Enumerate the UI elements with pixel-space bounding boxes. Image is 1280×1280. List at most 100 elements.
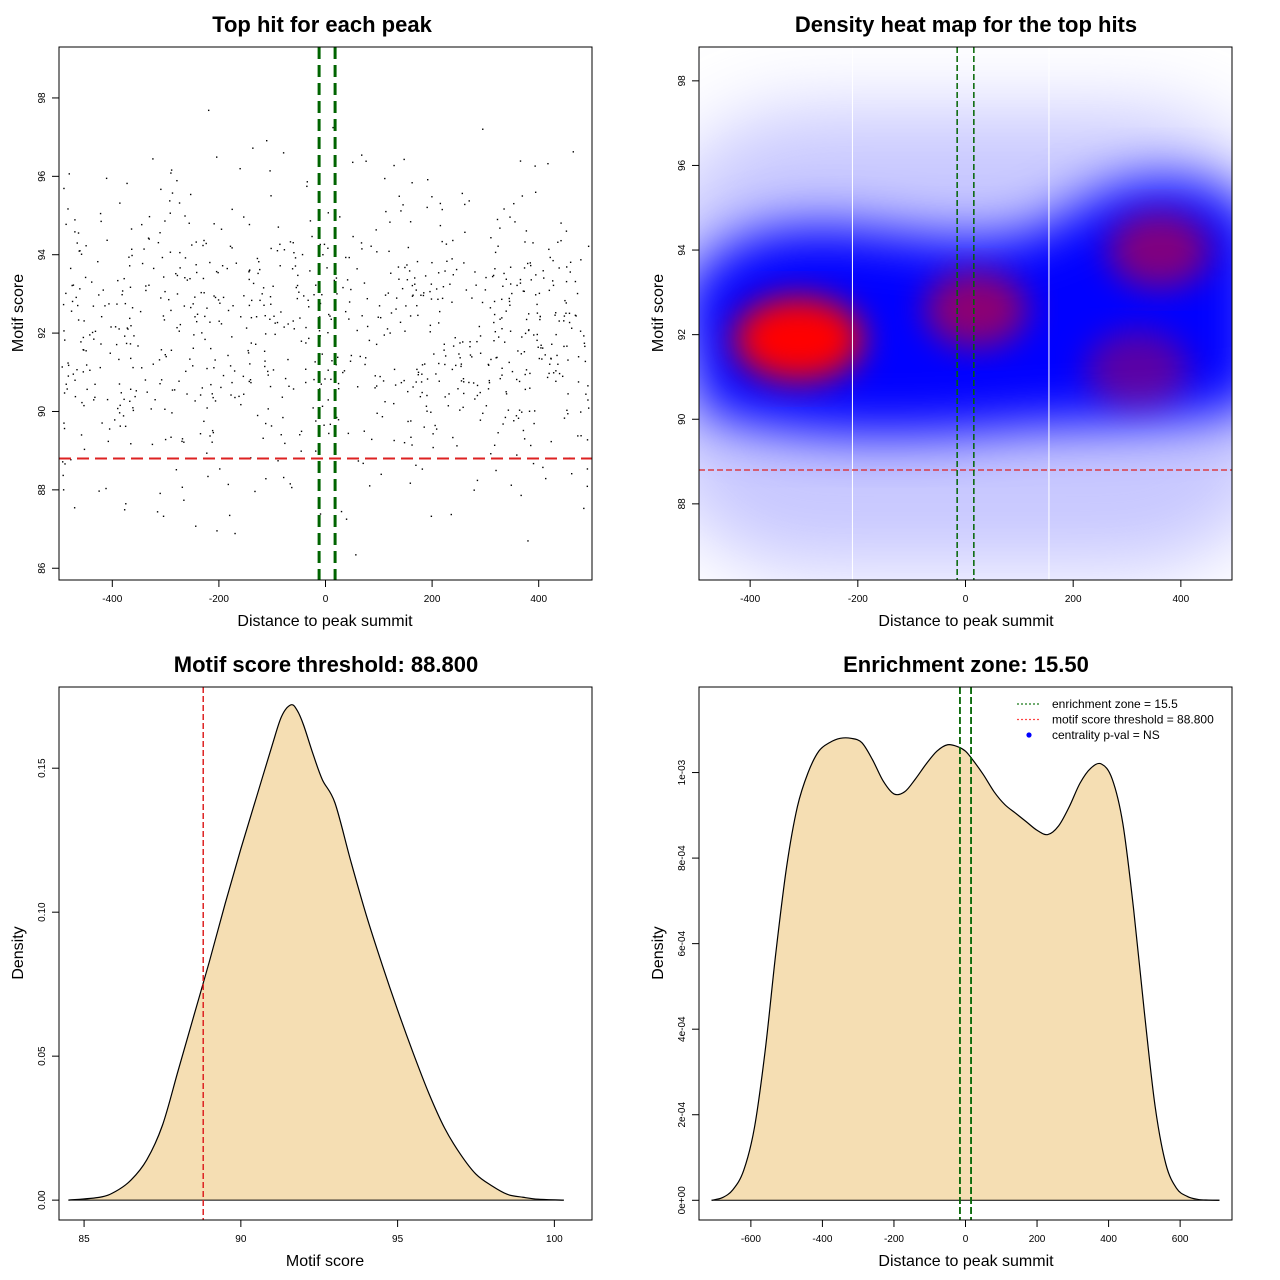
scatter-point bbox=[252, 147, 254, 149]
scatter-point bbox=[170, 309, 172, 312]
scatter-point bbox=[501, 317, 503, 319]
scatter-point bbox=[492, 274, 495, 277]
scatter-point bbox=[247, 352, 250, 354]
scatter-point bbox=[161, 256, 164, 259]
scatter-point bbox=[305, 342, 307, 344]
scatter-point bbox=[348, 256, 350, 259]
scatter-point bbox=[540, 344, 542, 346]
scatter-point bbox=[315, 420, 317, 422]
scatter-point bbox=[398, 278, 400, 280]
scatter-point bbox=[169, 212, 171, 214]
scatter-point bbox=[519, 278, 522, 281]
scatter-point bbox=[276, 250, 279, 252]
scatter-point bbox=[65, 383, 67, 385]
scatter-point bbox=[108, 303, 110, 305]
scatter-point bbox=[425, 405, 428, 407]
scatter-point bbox=[429, 290, 431, 293]
scatter-point bbox=[179, 267, 181, 269]
scatter-point bbox=[82, 348, 84, 351]
scatter-point bbox=[294, 257, 297, 259]
scatter-point bbox=[76, 369, 78, 371]
scatter-point bbox=[203, 292, 205, 294]
scatter-point bbox=[284, 377, 287, 380]
scatter-point bbox=[120, 392, 122, 394]
scatter-point bbox=[234, 532, 236, 535]
scatter-point bbox=[202, 277, 205, 280]
scatter-point bbox=[426, 394, 428, 397]
scatter-point bbox=[188, 222, 190, 224]
scatter-point bbox=[577, 381, 580, 383]
scatter-point bbox=[379, 316, 382, 319]
scatter-point bbox=[414, 283, 416, 285]
scatter-point bbox=[231, 208, 233, 211]
scatter-point bbox=[441, 240, 443, 243]
scatter-point bbox=[322, 253, 324, 256]
scatter-point bbox=[287, 358, 289, 361]
scatter-point bbox=[536, 333, 538, 336]
scatter-point bbox=[169, 251, 172, 253]
scatter-point bbox=[444, 363, 446, 366]
scatter-point bbox=[233, 370, 236, 372]
scatter-point bbox=[319, 513, 322, 515]
scatter-point bbox=[530, 444, 532, 447]
scatter-point bbox=[270, 303, 272, 305]
scatter-point bbox=[242, 375, 245, 378]
scatter-point bbox=[235, 262, 238, 264]
scatter-point bbox=[565, 230, 568, 232]
scatter-point bbox=[490, 358, 492, 361]
scatter-point bbox=[248, 223, 251, 226]
scatter-point bbox=[497, 336, 500, 338]
scatter-point bbox=[473, 489, 475, 491]
scatter-point bbox=[534, 294, 537, 296]
scatter-point bbox=[70, 310, 73, 312]
scatter-point bbox=[73, 507, 76, 509]
scatter-point bbox=[476, 340, 478, 343]
scatter-point bbox=[433, 353, 435, 355]
scatter-point bbox=[267, 374, 269, 376]
scatter-point bbox=[232, 305, 234, 307]
scatter-point bbox=[170, 436, 172, 438]
scatter-point bbox=[587, 407, 590, 409]
scatter-point bbox=[306, 181, 309, 183]
scatter-point bbox=[424, 275, 427, 277]
scatter-point bbox=[524, 388, 527, 391]
scatter-point bbox=[501, 367, 503, 370]
scatter-point bbox=[265, 478, 267, 480]
scatter-point bbox=[204, 315, 206, 318]
scatter-point bbox=[143, 248, 145, 250]
y-tick-label: 8e-04 bbox=[677, 845, 688, 871]
scatter-point bbox=[234, 396, 236, 399]
scatter-point bbox=[502, 285, 504, 287]
scatter-point bbox=[114, 419, 116, 421]
scatter-point bbox=[402, 204, 404, 206]
scatter-point bbox=[550, 357, 552, 360]
scatter-point bbox=[464, 231, 466, 234]
scatter-point bbox=[309, 270, 311, 272]
scatter-point bbox=[184, 257, 187, 259]
scatter-point bbox=[415, 464, 417, 467]
scatter-point bbox=[566, 345, 568, 347]
y-tick-label: 92 bbox=[37, 327, 48, 339]
scatter-point bbox=[181, 440, 183, 443]
scatter-point bbox=[141, 262, 144, 265]
scatter-point bbox=[209, 261, 211, 264]
scatter-point bbox=[162, 515, 165, 517]
scatter-point bbox=[479, 391, 481, 394]
scatter-point bbox=[384, 294, 387, 296]
scatter-point bbox=[475, 284, 477, 286]
y-tick-label: 2e-04 bbox=[677, 1102, 688, 1128]
scatter-point bbox=[468, 200, 470, 202]
scatter-point bbox=[542, 270, 544, 272]
scatter-point bbox=[343, 370, 346, 372]
scatter-point bbox=[213, 295, 215, 297]
scatter-point bbox=[493, 300, 496, 303]
scatter-point bbox=[292, 388, 295, 390]
scatter-point bbox=[307, 299, 309, 302]
scatter-point bbox=[293, 328, 295, 330]
scatter-point bbox=[374, 387, 376, 389]
scatter-point bbox=[412, 386, 414, 388]
scatter-point bbox=[80, 434, 83, 436]
scatter-point bbox=[118, 328, 120, 330]
scatter-point bbox=[296, 284, 299, 287]
scatter-point bbox=[80, 253, 83, 255]
